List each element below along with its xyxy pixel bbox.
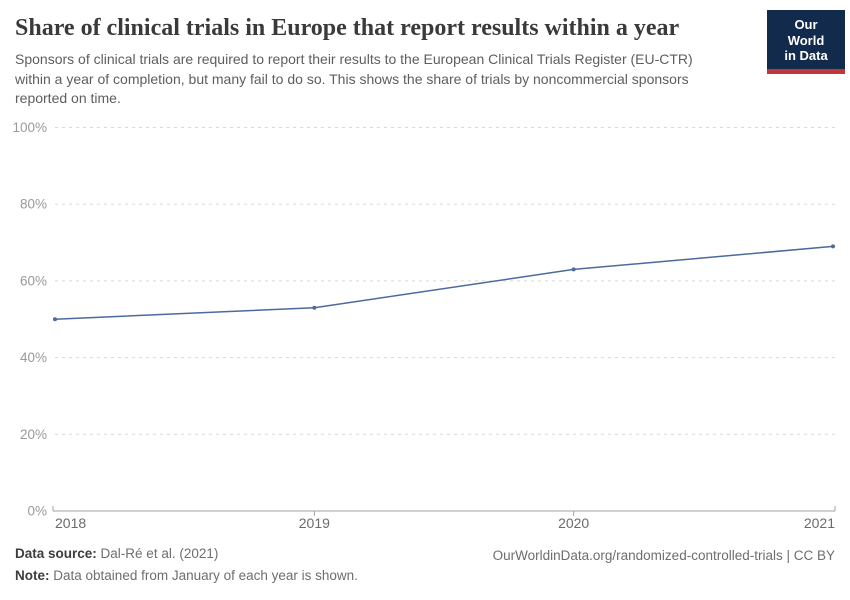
y-axis-tick-label: 80%: [20, 197, 47, 212]
footer-source-note: Data source: Dal-Ré et al. (2021) Note: …: [15, 546, 358, 590]
attribution-link[interactable]: OurWorldinData.org/randomized-controlled…: [492, 548, 835, 563]
subtitle-line: within a year of completion, but many fa…: [15, 70, 689, 87]
data-point[interactable]: [571, 267, 576, 272]
note-label: Note:: [15, 568, 50, 583]
x-axis-tick-label: 2021: [804, 515, 835, 531]
x-axis-tick-label: 2019: [299, 515, 330, 531]
y-axis-tick-label: 40%: [20, 350, 47, 365]
y-axis-tick-label: 60%: [20, 273, 47, 288]
chart-subtitle: Sponsors of clinical trials are required…: [15, 50, 693, 109]
data-point[interactable]: [312, 305, 317, 310]
y-axis-tick-label: 20%: [20, 427, 47, 442]
note-value: Data obtained from January of each year …: [53, 568, 358, 583]
owid-logo-line2: in Data: [784, 48, 828, 63]
subtitle-line: Sponsors of clinical trials are required…: [15, 51, 693, 67]
subtitle-line: reported on time.: [15, 90, 121, 106]
owid-logo-line1: Our World: [787, 17, 825, 48]
data-source-line: Data source: Dal-Ré et al. (2021): [15, 546, 358, 561]
chart-title: Share of clinical trials in Europe that …: [15, 15, 680, 41]
y-axis-tick-label: 100%: [12, 120, 47, 135]
note-line: Note: Data obtained from January of each…: [15, 568, 358, 583]
data-source-value: Dal-Ré et al. (2021): [100, 546, 219, 561]
data-point[interactable]: [53, 317, 57, 322]
data-line[interactable]: [54, 245, 834, 320]
x-axis-tick-label: 2018: [55, 515, 86, 531]
owid-logo[interactable]: Our World in Data: [767, 10, 845, 74]
x-axis-tick-label: 2020: [558, 515, 589, 531]
data-point[interactable]: [831, 244, 835, 249]
data-source-label: Data source:: [15, 546, 97, 561]
y-axis-tick-label: 0%: [27, 504, 47, 519]
